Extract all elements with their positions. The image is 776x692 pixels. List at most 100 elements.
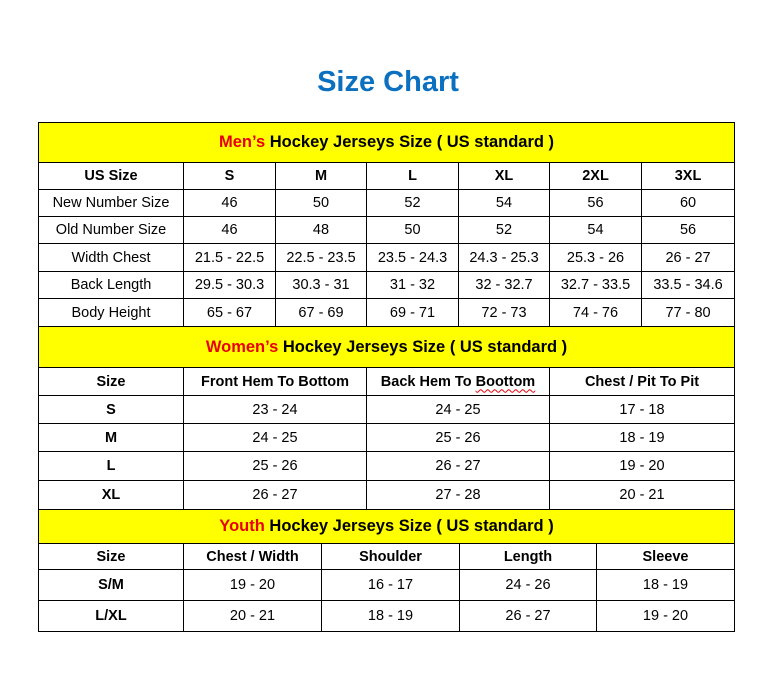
womens-column-header-row: Size Front Hem To Bottom Back Hem To Boott… <box>38 367 736 396</box>
row-label: M <box>38 423 184 452</box>
column-header: Length <box>459 543 597 570</box>
youth-column-header-row: Size Chest / Width Shoulder Length Sleeve <box>38 543 736 570</box>
section-heading-text: Hockey Jerseys Size ( US standard ) <box>278 337 568 356</box>
table-cell: 26 - 27 <box>640 243 736 272</box>
womens-section-heading: Women’s Hockey Jerseys Size ( US standar… <box>37 326 736 368</box>
table-cell: 46 <box>183 216 276 244</box>
section-heading-text: Hockey Jerseys Size ( US standard ) <box>264 517 554 535</box>
page-title: Size Chart <box>317 66 459 98</box>
table-row: S/M 19 - 20 16 - 17 24 - 26 18 - 19 <box>38 569 736 601</box>
column-header: Chest / Pit To Pit <box>548 367 736 396</box>
table-cell: 17 - 18 <box>548 395 736 424</box>
table-cell: 65 - 67 <box>183 298 276 327</box>
table-cell: 24 - 25 <box>183 423 367 452</box>
table-cell: 20 - 21 <box>548 480 736 510</box>
column-header: Size <box>38 543 184 570</box>
table-cell: 74 - 76 <box>549 298 642 327</box>
womens-heading-row: Women’s Hockey Jerseys Size ( US standar… <box>37 326 736 368</box>
table-cell: 46 <box>183 189 276 217</box>
column-header: M <box>275 162 367 190</box>
youth-section-heading: Youth Hockey Jerseys Size ( US standard … <box>37 509 736 544</box>
section-highlight: Youth <box>219 517 265 535</box>
column-header: Sleeve <box>595 543 736 570</box>
table-cell: 18 - 19 <box>321 600 460 632</box>
table-cell: 54 <box>458 189 550 217</box>
column-header: S <box>183 162 276 190</box>
table-cell: 26 - 27 <box>183 480 367 510</box>
column-header: 3XL <box>640 162 736 190</box>
table-cell: 18 - 19 <box>548 423 736 452</box>
row-label: L/XL <box>38 600 184 632</box>
table-row: M 24 - 25 25 - 26 18 - 19 <box>38 423 736 452</box>
table-cell: 50 <box>366 216 459 244</box>
table-cell: 60 <box>640 189 736 217</box>
column-header: 2XL <box>549 162 642 190</box>
column-header: Shoulder <box>321 543 460 570</box>
row-label: Old Number Size <box>38 216 184 244</box>
table-cell: 52 <box>366 189 459 217</box>
table-cell: 25 - 26 <box>366 423 550 452</box>
mens-section-heading: Men’s Hockey Jerseys Size ( US standard … <box>37 122 736 163</box>
table-cell: 22.5 - 23.5 <box>275 243 367 272</box>
row-label: New Number Size <box>38 189 184 217</box>
table-row: Width Chest 21.5 - 22.5 22.5 - 23.5 23.5 - … <box>38 243 736 272</box>
table-cell: 77 - 80 <box>640 298 736 327</box>
column-header: Chest / Width <box>183 543 322 570</box>
column-header: L <box>366 162 459 190</box>
womens-size-table: Women’s Hockey Jerseys Size ( US standar… <box>37 326 736 510</box>
table-cell: 54 <box>549 216 642 244</box>
table-cell: 29.5 - 30.3 <box>183 271 276 299</box>
table-cell: 72 - 73 <box>458 298 550 327</box>
table-cell: 24.3 - 25.3 <box>458 243 550 272</box>
table-row: New Number Size 46 50 52 54 56 60 <box>38 189 736 217</box>
row-label: S <box>38 395 184 424</box>
column-header: Front Hem To Bottom <box>183 367 367 396</box>
column-header: XL <box>458 162 550 190</box>
section-heading-text: Hockey Jerseys Size ( US standard ) <box>265 133 555 151</box>
table-row: XL 26 - 27 27 - 28 20 - 21 <box>38 480 736 510</box>
table-cell: 69 - 71 <box>366 298 459 327</box>
table-cell: 48 <box>275 216 367 244</box>
table-cell: 31 - 32 <box>366 271 459 299</box>
mens-heading-row: Men’s Hockey Jerseys Size ( US standard … <box>37 122 736 163</box>
table-cell: 32 - 32.7 <box>458 271 550 299</box>
table-row: L 25 - 26 26 - 27 19 - 20 <box>38 451 736 481</box>
table-cell: 50 <box>275 189 367 217</box>
table-cell: 20 - 21 <box>183 600 322 632</box>
table-row: Old Number Size 46 48 50 52 54 56 <box>38 216 736 244</box>
table-row: S 23 - 24 24 - 25 17 - 18 <box>38 395 736 424</box>
table-cell: 32.7 - 33.5 <box>549 271 642 299</box>
table-cell: 27 - 28 <box>366 480 550 510</box>
table-cell: 56 <box>640 216 736 244</box>
table-cell: 19 - 20 <box>595 600 736 632</box>
table-cell: 19 - 20 <box>183 569 322 601</box>
table-row: Body Height 65 - 67 67 - 69 69 - 71 72 - 73 7… <box>38 298 736 327</box>
mens-size-table: Men’s Hockey Jerseys Size ( US standard … <box>37 122 736 327</box>
row-label: Body Height <box>38 298 184 327</box>
mens-column-header-row: US Size S M L XL 2XL 3XL <box>38 162 736 190</box>
row-label: L <box>38 451 184 481</box>
table-cell: 30.3 - 31 <box>275 271 367 299</box>
table-cell: 26 - 27 <box>459 600 597 632</box>
table-cell: 24 - 26 <box>459 569 597 601</box>
row-label: Back Length <box>38 271 184 299</box>
table-cell: 21.5 - 22.5 <box>183 243 276 272</box>
table-row: Back Length 29.5 - 30.3 30.3 - 31 31 - 32 32… <box>38 271 736 299</box>
column-header: Back Hem To Boottom <box>366 367 550 396</box>
table-cell: 24 - 25 <box>366 395 550 424</box>
misspelled-word: Boottom <box>475 373 536 390</box>
table-cell: 23 - 24 <box>183 395 367 424</box>
table-cell: 25.3 - 26 <box>549 243 642 272</box>
row-label: S/M <box>38 569 184 601</box>
youth-size-table: Youth Hockey Jerseys Size ( US standard … <box>37 509 736 632</box>
table-row: L/XL 20 - 21 18 - 19 26 - 27 19 - 20 <box>38 600 736 632</box>
table-cell: 23.5 - 24.3 <box>366 243 459 272</box>
table-cell: 16 - 17 <box>321 569 460 601</box>
row-label: XL <box>38 480 184 510</box>
youth-heading-row: Youth Hockey Jerseys Size ( US standard … <box>37 509 736 544</box>
column-header: Size <box>38 367 184 396</box>
table-cell: 33.5 - 34.6 <box>640 271 736 299</box>
row-label: Width Chest <box>38 243 184 272</box>
column-header: US Size <box>38 162 184 190</box>
section-highlight: Men’s <box>219 133 266 151</box>
